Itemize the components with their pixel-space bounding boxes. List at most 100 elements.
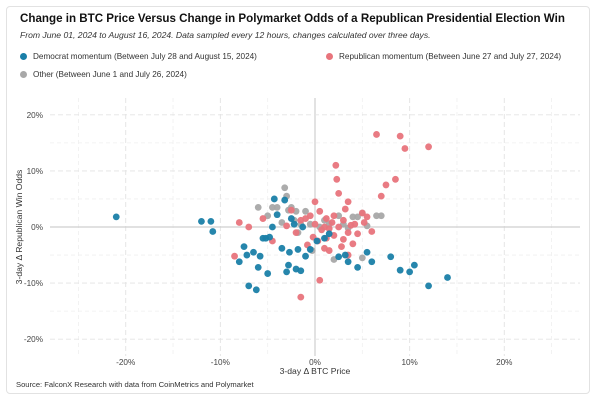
point-republican: [245, 223, 253, 231]
y-axis-title: 3-day Δ Republican Win Odds: [14, 170, 24, 285]
point-republican: [259, 215, 267, 222]
legend-marker-democrat: [20, 53, 27, 60]
point-democrat: [264, 270, 272, 277]
x-tick-label: 0%: [309, 358, 321, 367]
point-republican: [363, 213, 371, 221]
point-democrat: [444, 274, 451, 281]
x-tick-label: -20%: [116, 358, 135, 367]
y-tick-label: 10%: [27, 167, 43, 176]
point-democrat: [363, 248, 371, 256]
source-note: Source: FalconX Research with data from …: [16, 380, 254, 389]
y-tick-label: -20%: [24, 335, 43, 344]
point-democrat: [286, 248, 293, 256]
point-democrat: [243, 251, 251, 259]
point-democrat: [252, 286, 260, 294]
point-democrat: [283, 268, 291, 276]
point-republican: [373, 131, 380, 138]
point-republican: [396, 132, 404, 140]
point-democrat: [235, 258, 243, 266]
point-republican: [425, 143, 432, 151]
chart-frame: [6, 6, 590, 394]
point-democrat: [321, 234, 328, 242]
point-democrat: [266, 233, 273, 241]
point-republican: [325, 225, 333, 233]
point-republican: [382, 181, 390, 189]
point-other: [377, 212, 385, 220]
point-republican: [351, 220, 359, 228]
point-democrat: [425, 282, 432, 290]
point-republican: [322, 215, 330, 222]
point-republican: [311, 198, 319, 206]
point-republican: [231, 252, 238, 260]
legend-label-republican: Republican momentum (Between June 27 and…: [339, 52, 562, 61]
point-democrat: [256, 252, 264, 260]
point-republican: [328, 219, 336, 226]
point-democrat: [273, 211, 281, 219]
point-democrat: [250, 248, 257, 256]
point-democrat: [278, 244, 286, 252]
point-other: [349, 213, 357, 221]
point-democrat: [209, 228, 217, 235]
point-democrat: [368, 258, 376, 266]
x-axis-title: 3-day Δ BTC Price: [280, 366, 351, 376]
point-other: [273, 203, 281, 211]
point-democrat: [240, 243, 248, 251]
chart-subtitle: From June 01, 2024 to August 16, 2024. D…: [20, 30, 431, 40]
point-republican: [339, 216, 347, 224]
y-tick-label: 0%: [31, 223, 43, 232]
point-democrat: [198, 217, 205, 225]
point-republican: [330, 212, 338, 220]
point-democrat: [269, 223, 276, 231]
point-democrat: [290, 220, 298, 228]
point-democrat: [341, 251, 349, 259]
point-other: [373, 212, 380, 220]
point-republican: [392, 175, 399, 183]
point-other: [335, 212, 343, 220]
point-other: [354, 213, 361, 221]
point-republican: [335, 223, 343, 231]
legend-label-other: Other (Between June 1 and July 26, 2024): [33, 70, 187, 79]
x-tick-label: 10%: [401, 358, 417, 367]
point-other: [358, 254, 366, 262]
point-republican: [354, 230, 361, 238]
point-republican: [349, 240, 357, 248]
point-republican: [321, 244, 328, 252]
point-republican: [311, 220, 319, 228]
point-republican: [341, 205, 349, 213]
legend-item-other: Other (Between June 1 and July 26, 2024): [20, 70, 187, 79]
point-democrat: [285, 261, 292, 269]
legend-item-democrat: Democrat momentum (Between July 28 and A…: [20, 52, 257, 61]
point-democrat: [406, 268, 414, 276]
point-democrat: [299, 223, 307, 231]
chart-title: Change in BTC Price Versus Change in Pol…: [20, 12, 565, 25]
point-republican: [287, 206, 295, 214]
point-democrat: [112, 213, 120, 221]
point-democrat: [245, 282, 253, 290]
x-tick-label: -10%: [211, 358, 230, 367]
point-republican: [338, 243, 345, 251]
point-republican: [235, 219, 243, 226]
point-democrat: [335, 253, 343, 261]
point-republican: [344, 229, 352, 237]
point-republican: [339, 235, 347, 243]
point-republican: [401, 145, 409, 152]
point-republican: [360, 219, 368, 226]
point-democrat: [325, 230, 333, 238]
point-democrat: [281, 196, 289, 204]
legend-label-democrat: Democrat momentum (Between July 28 and A…: [33, 52, 257, 61]
point-democrat: [287, 215, 295, 222]
point-republican: [344, 198, 352, 206]
legend-item-republican: Republican momentum (Between June 27 and…: [326, 52, 561, 61]
point-republican: [316, 207, 324, 215]
point-republican: [335, 189, 343, 197]
point-other: [281, 184, 289, 192]
point-other: [306, 220, 314, 228]
point-democrat: [297, 267, 305, 275]
point-republican: [358, 209, 366, 217]
point-democrat: [387, 253, 395, 261]
point-republican: [283, 222, 291, 230]
point-democrat: [270, 195, 278, 203]
point-republican: [332, 161, 340, 169]
point-democrat: [344, 258, 352, 266]
